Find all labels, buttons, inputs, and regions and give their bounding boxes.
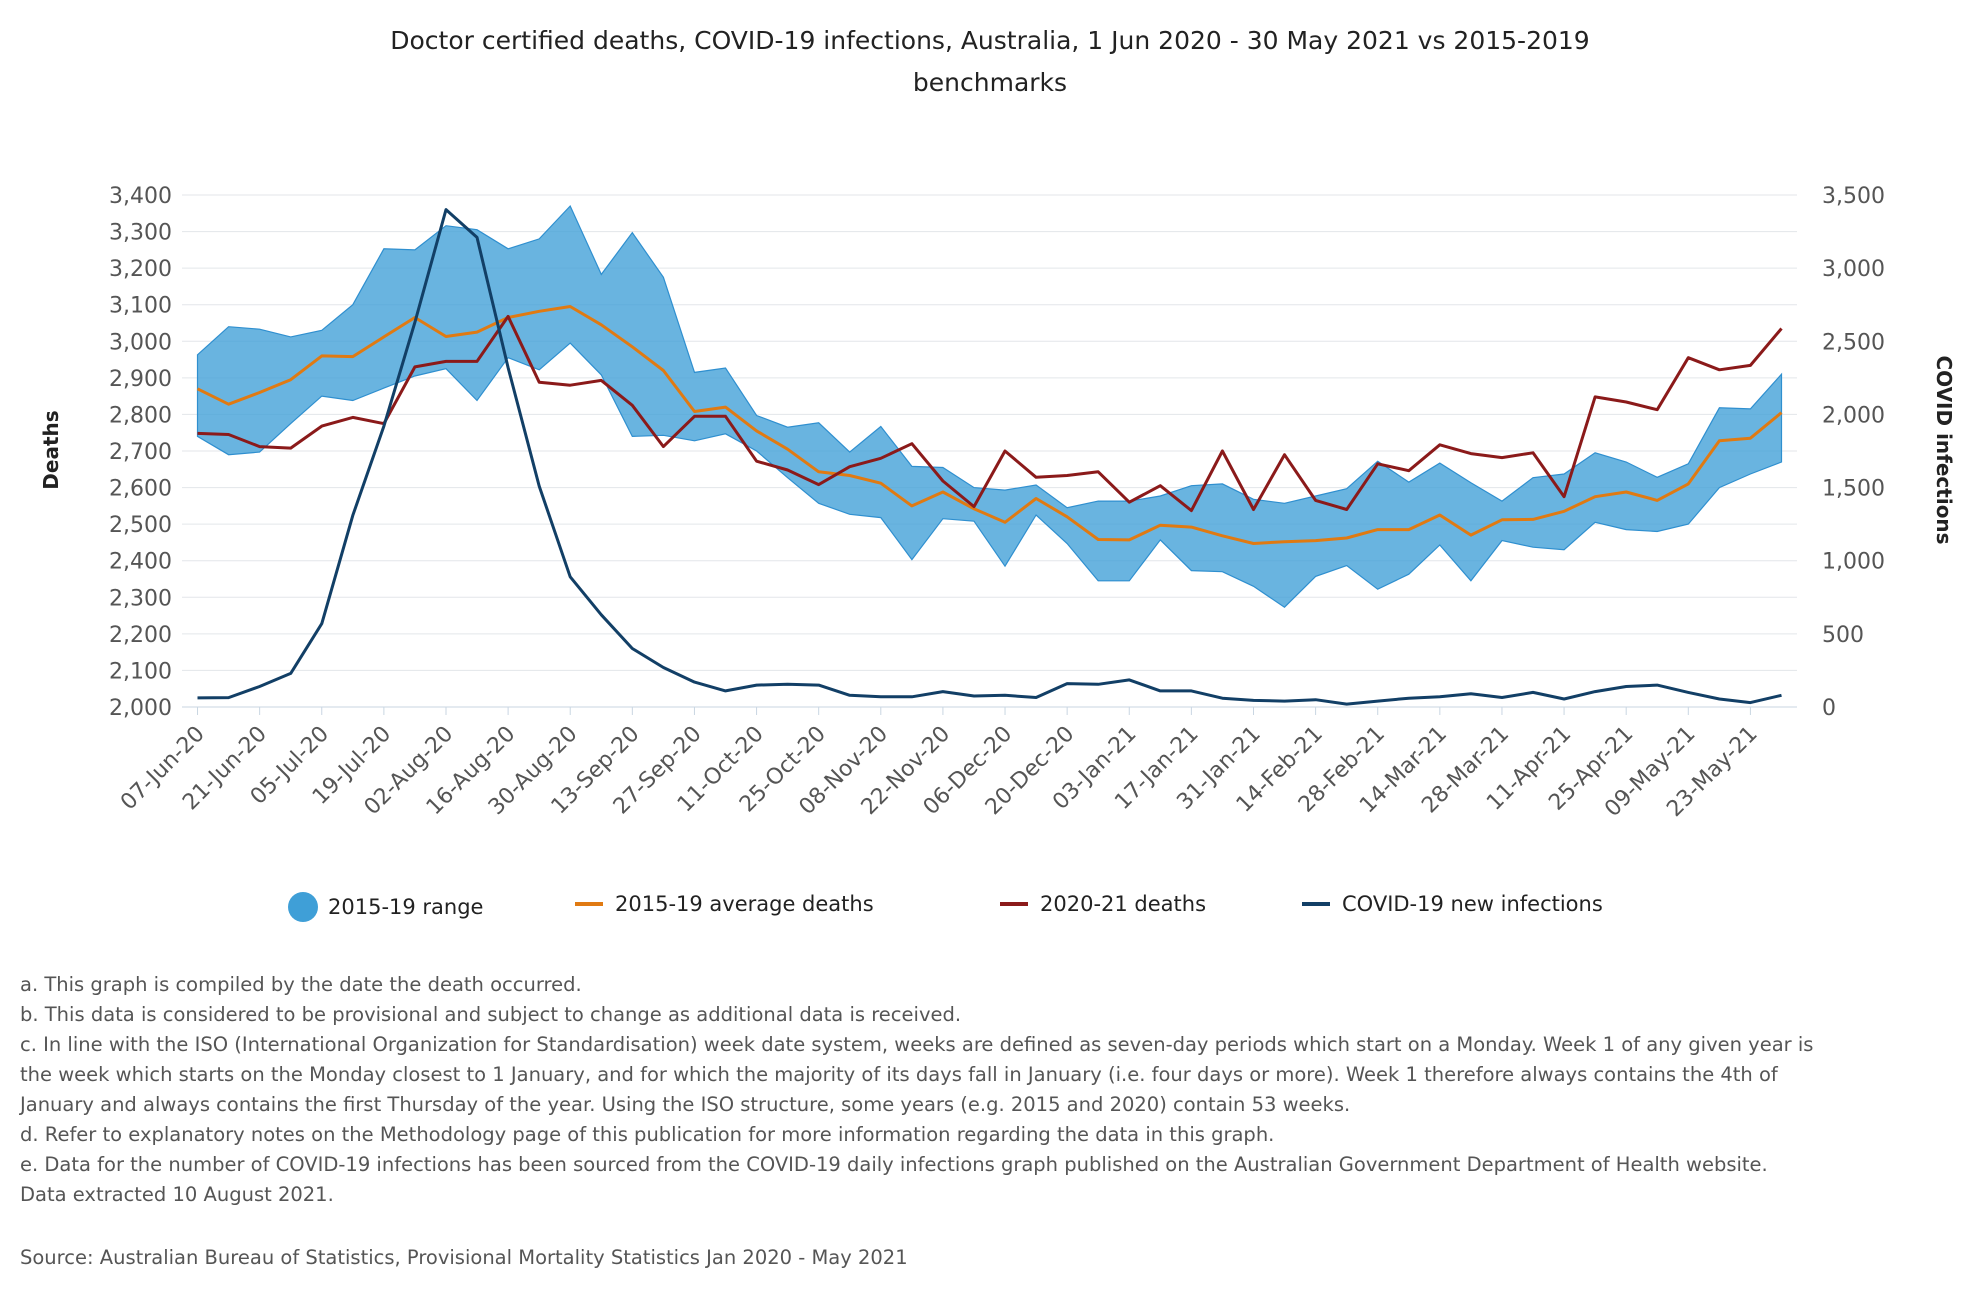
source-note: Source: Australian Bureau of Statistics,… <box>20 1246 908 1269</box>
legend-deaths-swatch <box>1000 902 1028 906</box>
legend-range-label: 2015-19 range <box>328 895 484 919</box>
y-right-tick-label: 2,000 <box>1822 403 1885 428</box>
y-left-tick-label: 3,000 <box>109 330 172 355</box>
footnote-a: a. This graph is compiled by the date th… <box>20 973 582 996</box>
y-left-tick-label: 2,400 <box>109 550 172 575</box>
chart-title-line-1: Doctor certified deaths, COVID-19 infect… <box>390 26 1590 55</box>
chart-title: Doctor certified deaths, COVID-19 infect… <box>0 20 1980 104</box>
y-left-tick-label: 2,200 <box>109 623 172 648</box>
legend-covid-swatch <box>1302 902 1330 906</box>
y-right-tick-label: 1,500 <box>1822 477 1885 502</box>
y-right-tick-label: 2,500 <box>1822 330 1885 355</box>
footnote-e-line-1: e. Data for the number of COVID-19 infec… <box>20 1153 1768 1176</box>
legend-range-swatch <box>288 892 318 922</box>
y-left-tick-label: 2,300 <box>109 586 172 611</box>
y-left-tick-label: 2,500 <box>109 513 172 538</box>
y-left-tick-label: 3,200 <box>109 257 172 282</box>
footnote-c-line-2: the week which starts on the Monday clos… <box>20 1063 1778 1086</box>
legend-average-label: 2015-19 average deaths <box>615 892 874 916</box>
y-left-tick-label: 2,600 <box>109 477 172 502</box>
y-right-tick-label: 1,000 <box>1822 550 1885 575</box>
legend-item-covid[interactable]: COVID-19 new infections <box>1302 892 1603 916</box>
footnotes: a. This graph is compiled by the date th… <box>20 970 1970 1210</box>
y-left-tick-label: 2,900 <box>109 367 172 392</box>
y-right-tick-label: 3,500 <box>1822 184 1885 209</box>
footnote-c-line-1: c. In line with the ISO (International O… <box>20 1033 1814 1056</box>
y-left-tick-label: 3,300 <box>109 221 172 246</box>
legend: 2015-19 range 2015-19 average deaths 202… <box>0 892 1980 932</box>
y-left-tick-label: 2,000 <box>109 696 172 721</box>
footnote-d: d. Refer to explanatory notes on the Met… <box>20 1123 1275 1146</box>
series-line-2015-19-average-deaths <box>196 305 1783 545</box>
y-left-tick-label: 2,700 <box>109 440 172 465</box>
footnote-e-line-2: Data extracted 10 August 2021. <box>20 1183 334 1206</box>
y-right-tick-label: 500 <box>1822 623 1864 648</box>
chart-plot: 3,400 3,300 3,200 3,100 3,000 2,900 2,800 2,700… <box>39 184 1956 822</box>
legend-covid-label: COVID-19 new infections <box>1342 892 1603 916</box>
y-right-tick-label: 3,000 <box>1822 257 1885 282</box>
y-left-tick-label: 3,400 <box>109 184 172 209</box>
footnote-c-line-3: January and always contains the first Th… <box>20 1093 1351 1116</box>
legend-item-range[interactable]: 2015-19 range <box>288 892 483 922</box>
y-axis-left-title: Deaths <box>39 410 63 489</box>
y-left-tick-label: 3,100 <box>109 294 172 319</box>
y-axis-right-title: COVID infections <box>1932 355 1956 544</box>
y-right-tick-label: 0 <box>1822 696 1836 721</box>
series-line-2020-21-deaths <box>197 314 1783 513</box>
y-left-tick-label: 2,100 <box>109 659 172 684</box>
legend-item-average[interactable]: 2015-19 average deaths <box>575 892 874 916</box>
chart-title-line-2: benchmarks <box>912 68 1068 97</box>
y-left-tick-label: 2,800 <box>109 403 172 428</box>
legend-deaths-label: 2020-21 deaths <box>1040 892 1207 916</box>
legend-average-swatch <box>575 902 603 906</box>
series-range-area <box>196 204 1783 608</box>
series-line-covid-19-new-infections <box>197 208 1782 706</box>
footnote-b: b. This data is considered to be provisi… <box>20 1003 962 1026</box>
legend-item-deaths[interactable]: 2020-21 deaths <box>1000 892 1206 916</box>
